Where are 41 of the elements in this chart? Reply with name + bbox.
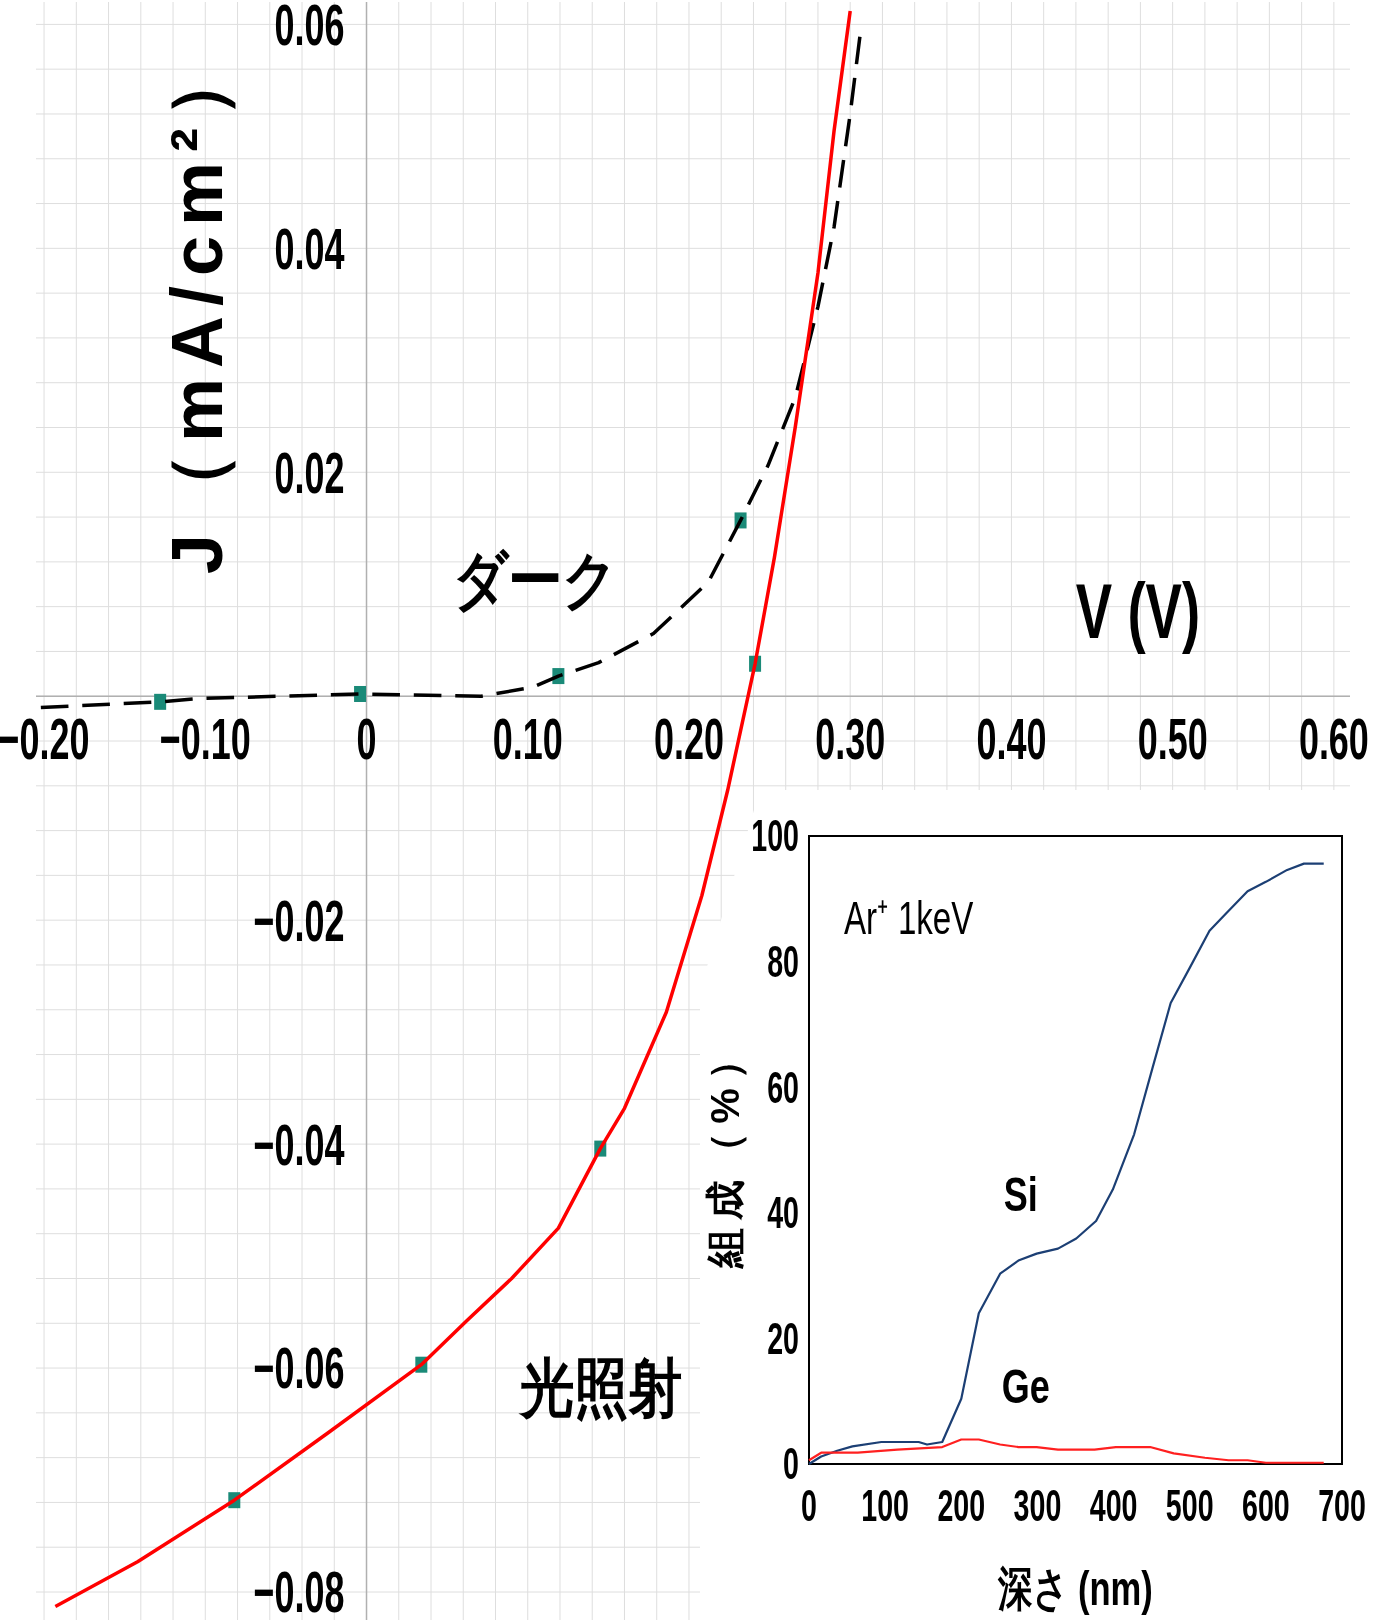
x-tick-label: 500 [1165,1481,1214,1531]
x-tick-label: 0.40 [976,705,1047,771]
y-axis-title: 組成（%） [703,1032,747,1269]
y-tick-label: −0.02 [253,887,345,953]
y-tick-label: −0.04 [253,1111,345,1177]
y-tick-label: 0.02 [274,439,345,505]
point [354,685,367,702]
x-axis-title: V (V) [1075,567,1201,655]
point [154,693,167,710]
x-tick-label: 0.10 [492,705,563,771]
x-tick-label: −0.10 [159,705,251,771]
series-label: Ge [1001,1360,1050,1414]
y-tick-label: −0.06 [253,1335,345,1401]
x-tick-label: 0.20 [653,705,724,771]
series-label: 光照射 [518,1351,683,1425]
x-tick-label: 700 [1318,1481,1366,1531]
y-tick-label: 40 [767,1187,799,1238]
line-series [807,1438,1325,1464]
annotation: Ar⁺ 1keV [844,892,974,944]
y-tick-label: 0.06 [274,0,345,57]
series-label: ダーク [452,544,617,617]
series-label: Si [1003,1168,1038,1222]
x-tick-label: 400 [1089,1481,1138,1531]
y-axis-title: J（mA/cm²） [157,35,237,575]
x-tick-label: −0.20 [0,705,90,771]
x-tick-label: 0.30 [815,705,886,771]
x-tick-label: 100 [861,1481,909,1531]
y-tick-label: 60 [767,1062,799,1113]
x-tick-label: 200 [937,1481,986,1531]
y-tick-label: 0.04 [274,215,345,281]
y-tick-label: 0 [783,1439,799,1489]
x-tick-label: 0.50 [1137,705,1208,771]
y-tick-label: −0.08 [253,1559,345,1623]
y-tick-label: 100 [751,811,799,861]
x-tick-label: 300 [1013,1481,1062,1531]
y-tick-label: 20 [767,1313,799,1364]
x-axis-title: 深さ (nm) [997,1561,1153,1615]
line-series [807,862,1325,1466]
y-tick-label: 80 [767,936,799,987]
x-tick-label: 0.60 [1298,705,1369,771]
x-tick-label: 600 [1242,1481,1290,1531]
